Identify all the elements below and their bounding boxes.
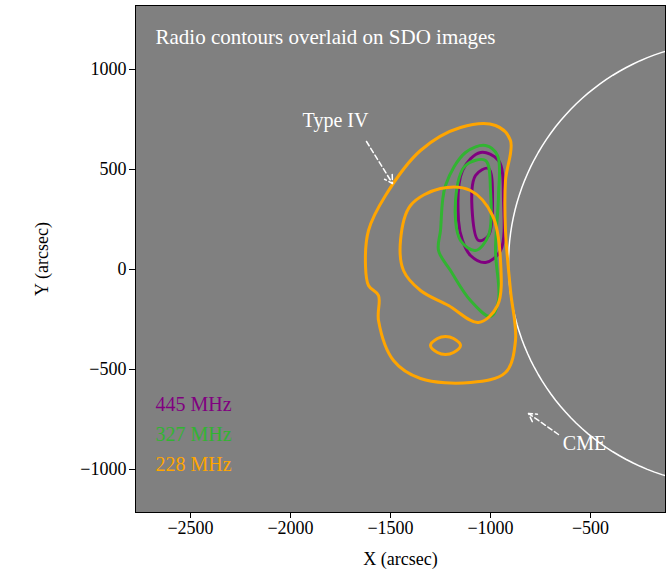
svg-text:1000: 1000 (91, 59, 127, 79)
svg-text:−1000: −1000 (80, 459, 126, 479)
svg-text:Y (arcsec): Y (arcsec) (32, 222, 53, 296)
svg-text:327 MHz: 327 MHz (156, 423, 232, 445)
svg-text:0: 0 (118, 259, 127, 279)
svg-text:−500: −500 (89, 359, 126, 379)
svg-text:−500: −500 (572, 518, 609, 538)
svg-text:228 MHz: 228 MHz (156, 453, 232, 475)
svg-text:500: 500 (100, 159, 127, 179)
svg-text:X (arcsec): X (arcsec) (363, 549, 437, 570)
svg-text:−1000: −1000 (467, 518, 513, 538)
svg-text:Radio contours overlaid on SDO: Radio contours overlaid on SDO images (156, 25, 496, 49)
svg-text:CME: CME (563, 432, 606, 454)
svg-text:−1500: −1500 (367, 518, 413, 538)
svg-text:445 MHz: 445 MHz (156, 393, 232, 415)
svg-text:−2500: −2500 (167, 518, 213, 538)
svg-text:−2000: −2000 (267, 518, 313, 538)
svg-text:Type IV: Type IV (303, 109, 369, 132)
